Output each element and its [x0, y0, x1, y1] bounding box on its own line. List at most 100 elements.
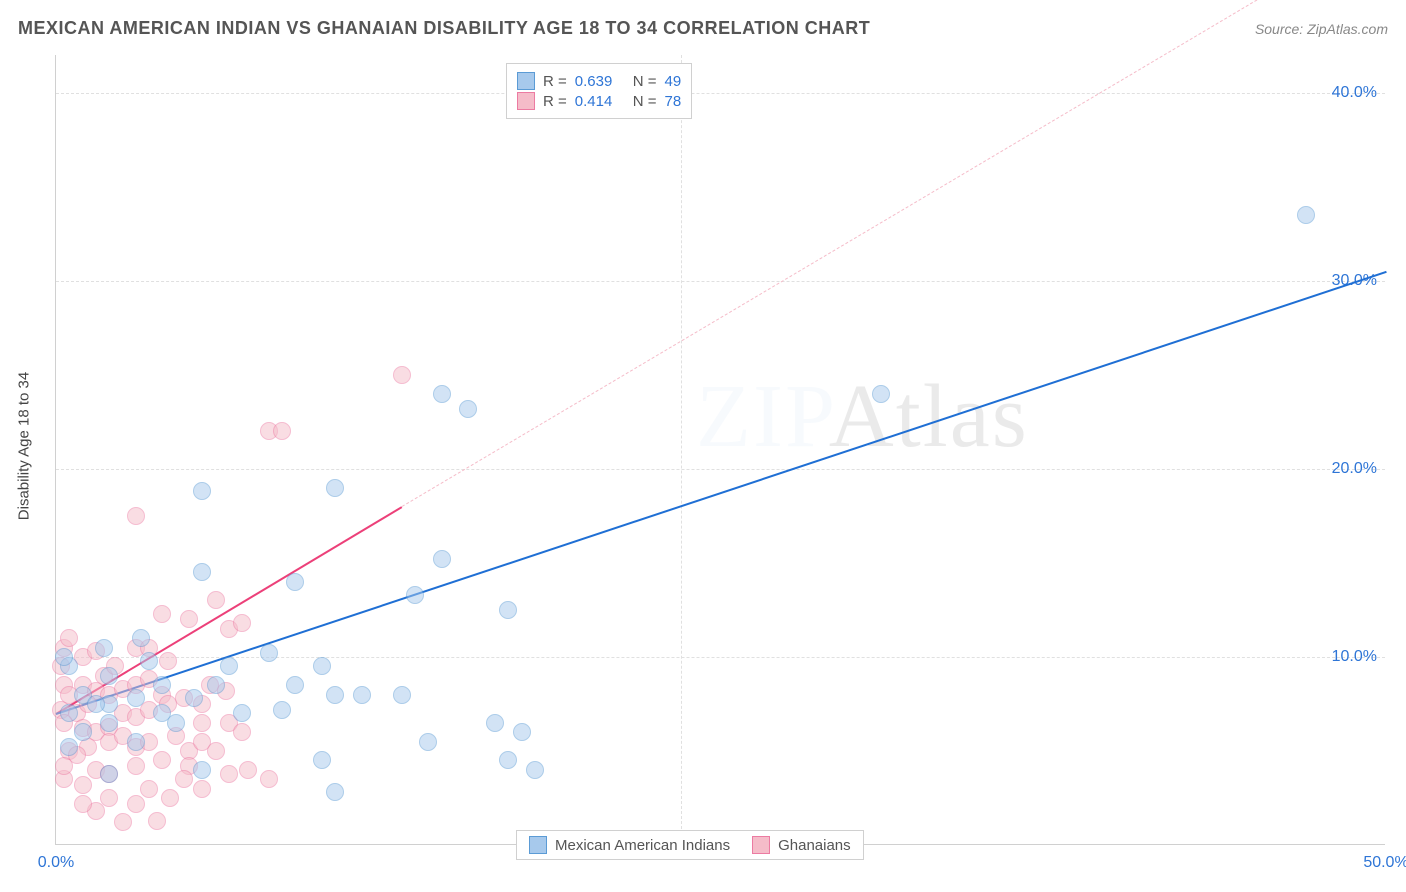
- data-point: [60, 704, 78, 722]
- data-point: [193, 780, 211, 798]
- data-point: [193, 482, 211, 500]
- legend-swatch: [529, 836, 547, 854]
- data-point: [220, 657, 238, 675]
- legend-swatch: [517, 72, 535, 90]
- data-point: [114, 813, 132, 831]
- data-point: [233, 704, 251, 722]
- watermark: ZIPAtlas: [696, 365, 1029, 468]
- data-point: [459, 400, 477, 418]
- data-point: [233, 614, 251, 632]
- data-point: [406, 586, 424, 604]
- data-point: [286, 573, 304, 591]
- data-point: [393, 686, 411, 704]
- data-point: [127, 507, 145, 525]
- data-point: [95, 639, 113, 657]
- data-point: [175, 770, 193, 788]
- data-point: [60, 629, 78, 647]
- data-point: [486, 714, 504, 732]
- data-point: [207, 742, 225, 760]
- legend-rn-row: R =0.639N =49: [517, 72, 681, 90]
- data-point: [872, 385, 890, 403]
- legend-swatch: [752, 836, 770, 854]
- data-point: [55, 648, 73, 666]
- data-point: [100, 667, 118, 685]
- data-point: [207, 676, 225, 694]
- grid-line-h: [56, 93, 1385, 94]
- watermark-part-b: Atlas: [829, 367, 1029, 466]
- data-point: [140, 652, 158, 670]
- legend-series-entry: Ghanaians: [752, 836, 851, 854]
- data-point: [127, 733, 145, 751]
- data-point: [207, 591, 225, 609]
- x-tick-label: 50.0%: [1363, 854, 1406, 872]
- legend-n-value: 49: [665, 73, 682, 90]
- data-point: [433, 385, 451, 403]
- y-tick-label: 20.0%: [1332, 460, 1377, 478]
- data-point: [153, 676, 171, 694]
- data-point: [313, 657, 331, 675]
- data-point: [100, 714, 118, 732]
- data-point: [1297, 206, 1315, 224]
- data-point: [499, 751, 517, 769]
- data-point: [233, 723, 251, 741]
- legend-n-value: 78: [665, 93, 682, 110]
- data-point: [326, 686, 344, 704]
- legend-series-entry: Mexican American Indians: [529, 836, 730, 854]
- legend-r-label: R =: [543, 93, 567, 110]
- watermark-part-a: ZIP: [696, 367, 829, 466]
- source-label: Source: ZipAtlas.com: [1255, 21, 1388, 37]
- data-point: [127, 689, 145, 707]
- data-point: [260, 644, 278, 662]
- legend-r-value: 0.639: [575, 73, 625, 90]
- data-point: [526, 761, 544, 779]
- y-tick-label: 40.0%: [1332, 84, 1377, 102]
- data-point: [286, 676, 304, 694]
- data-point: [326, 783, 344, 801]
- data-point: [180, 610, 198, 628]
- data-point: [100, 789, 118, 807]
- chart-plot-area: ZIPAtlas 10.0%20.0%30.0%40.0%0.0%50.0%R …: [55, 55, 1385, 845]
- data-point: [140, 780, 158, 798]
- data-point: [127, 757, 145, 775]
- data-point: [193, 714, 211, 732]
- data-point: [159, 652, 177, 670]
- regression-line: [56, 271, 1387, 715]
- data-point: [100, 765, 118, 783]
- data-point: [273, 701, 291, 719]
- grid-line-v: [681, 55, 682, 844]
- data-point: [132, 629, 150, 647]
- data-point: [153, 605, 171, 623]
- legend-series-label: Mexican American Indians: [555, 837, 730, 854]
- data-point: [273, 422, 291, 440]
- data-point: [153, 751, 171, 769]
- data-point: [260, 770, 278, 788]
- legend-r-label: R =: [543, 73, 567, 90]
- grid-line-h: [56, 469, 1385, 470]
- data-point: [74, 776, 92, 794]
- data-point: [60, 738, 78, 756]
- grid-line-h: [56, 657, 1385, 658]
- data-point: [148, 812, 166, 830]
- data-point: [87, 695, 105, 713]
- data-point: [313, 751, 331, 769]
- data-point: [239, 761, 257, 779]
- data-point: [220, 765, 238, 783]
- page-title: MEXICAN AMERICAN INDIAN VS GHANAIAN DISA…: [18, 18, 870, 39]
- data-point: [161, 789, 179, 807]
- data-point: [167, 714, 185, 732]
- legend-n-label: N =: [633, 93, 657, 110]
- y-axis-label: Disability Age 18 to 34: [16, 372, 33, 520]
- data-point: [193, 761, 211, 779]
- legend-swatch: [517, 92, 535, 110]
- grid-line-h: [56, 281, 1385, 282]
- data-point: [353, 686, 371, 704]
- legend-series-label: Ghanaians: [778, 837, 851, 854]
- data-point: [127, 795, 145, 813]
- data-point: [185, 689, 203, 707]
- data-point: [74, 795, 92, 813]
- legend-r-value: 0.414: [575, 93, 625, 110]
- data-point: [326, 479, 344, 497]
- data-point: [499, 601, 517, 619]
- data-point: [419, 733, 437, 751]
- x-tick-label: 0.0%: [38, 854, 74, 872]
